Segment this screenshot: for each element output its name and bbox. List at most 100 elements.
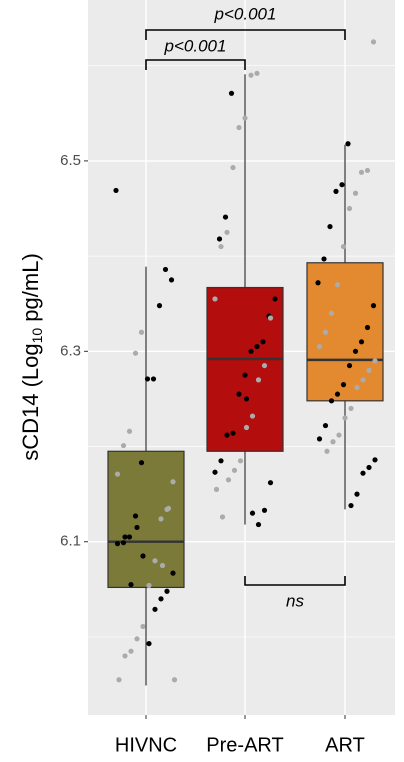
point [328,398,335,404]
point [255,521,262,528]
point [333,188,339,194]
point [372,457,378,463]
point [242,372,248,378]
point [132,513,139,519]
point [140,553,146,559]
point [354,384,360,391]
point [158,596,164,602]
point [360,470,366,476]
point [352,348,359,354]
point [248,348,254,354]
point [267,480,274,486]
point [366,464,372,471]
point [248,72,254,78]
point [150,376,157,382]
point [120,540,127,546]
point [128,648,134,654]
point [352,190,359,196]
point [218,243,224,250]
point [370,303,377,309]
point [159,562,166,569]
point [134,636,140,642]
point [156,303,163,309]
x-tick-label: HIVNC [115,734,177,756]
bracket [244,576,346,586]
point [216,236,223,242]
point [354,491,360,497]
box [107,450,185,589]
point [168,277,175,283]
y-tick-label: 6.1 [60,533,81,550]
point [219,514,226,520]
point [321,256,327,262]
point [138,329,145,335]
point [327,223,333,230]
point [322,422,329,429]
point [236,391,242,397]
point [243,396,250,402]
point [315,280,321,286]
point [126,428,133,434]
point [358,169,365,175]
point [339,182,345,188]
point [366,367,372,373]
point [330,439,336,445]
point [231,467,238,473]
point [340,243,347,250]
point [346,362,353,369]
point [261,507,268,513]
point [146,582,152,589]
point [364,324,371,331]
point [230,430,236,436]
point [152,606,158,612]
point [236,124,242,131]
point [171,677,178,683]
bracket [145,29,346,40]
y-label-subscript: 10 [29,328,45,344]
y-axis-label: sCD14 (Log10 pg/mL) [18,253,45,461]
point [316,436,323,442]
annotation: p<0.001 [164,36,227,55]
point [346,205,353,212]
x-tick-label: ART [325,734,365,756]
point [328,310,335,316]
point [122,653,128,659]
point [158,516,164,522]
point [140,623,146,630]
point [254,70,260,76]
point [230,164,236,171]
point [144,376,151,382]
point [364,167,371,174]
point [212,469,218,475]
point [224,229,230,235]
y-label-part: pg/mL) [18,253,43,328]
point [336,432,342,438]
point [348,502,354,509]
point [334,391,341,397]
point [334,282,341,288]
point [254,343,260,350]
point [213,486,220,492]
point [345,141,351,147]
point [249,510,256,516]
point [134,524,140,531]
point [342,415,348,421]
point [267,315,274,321]
point [212,296,218,302]
point [372,358,378,364]
point [224,432,230,438]
point [116,677,122,683]
point [218,458,224,464]
point [316,343,323,350]
y-tick-label: 6.3 [60,342,81,359]
point [170,570,176,576]
point [255,377,262,383]
point [165,505,172,512]
point [324,448,330,454]
point [132,350,139,356]
x-tick-label: Pre-ART [206,734,283,756]
point [340,382,347,388]
y-label-part: sCD14 (Log [18,343,43,460]
point [322,329,329,335]
